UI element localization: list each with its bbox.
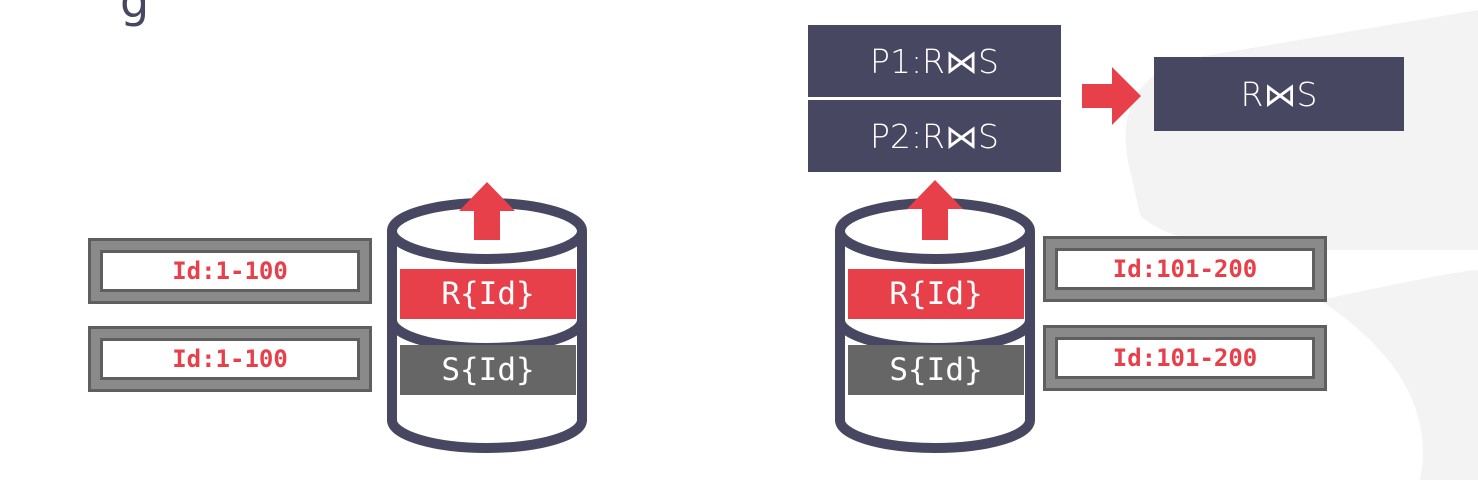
left-range-s-box: Id:1-100	[88, 326, 372, 392]
right-range-r: Id:101-200	[1055, 248, 1315, 290]
left-range-r-box: Id:1-100	[88, 238, 372, 304]
right-range-s-box: Id:101-200	[1043, 325, 1327, 391]
right-table-r: R{Id}	[848, 269, 1024, 319]
right-table-s: S{Id}	[848, 345, 1024, 395]
left-range-s: Id:1-100	[100, 338, 360, 380]
right-range-s: Id:101-200	[1055, 337, 1315, 379]
left-table-s: S{Id}	[400, 345, 576, 395]
left-table-r: R{Id}	[400, 269, 576, 319]
partial-result-p1: P1:R⋈S	[808, 25, 1061, 97]
final-join-result: R⋈S	[1154, 57, 1404, 131]
right-range-r-box: Id:101-200	[1043, 236, 1327, 302]
partial-result-divider	[808, 97, 1061, 100]
left-range-r: Id:1-100	[100, 250, 360, 292]
heading-fragment: g	[120, 0, 150, 28]
partial-result-p2: P2:R⋈S	[808, 100, 1061, 172]
